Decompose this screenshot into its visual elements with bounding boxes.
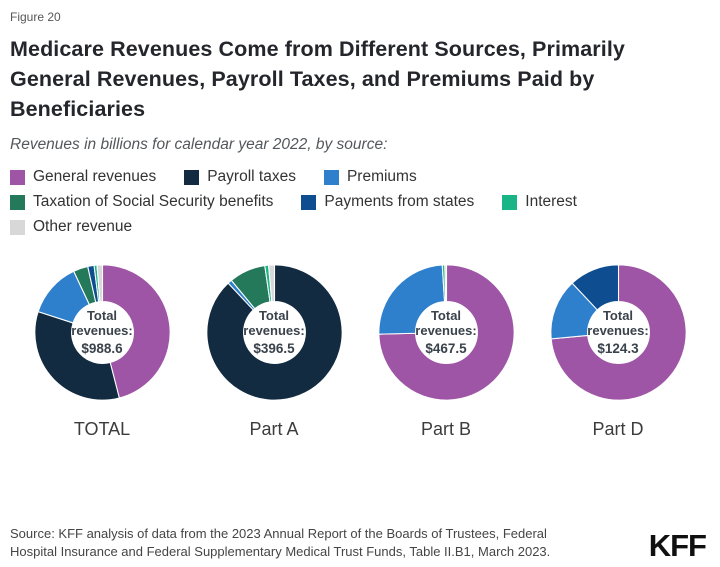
donut-label-part-d: Part D — [592, 419, 644, 440]
source-line: Source: KFF analysis of data from the 20… — [10, 526, 547, 542]
legend-label: Premiums — [346, 168, 417, 186]
donut-segment — [95, 264, 103, 303]
donut-svg-part-d — [549, 264, 687, 401]
legend-item-payments-from-states: Payments from states — [301, 193, 474, 211]
legend-swatch-general-revenues-icon — [10, 169, 25, 185]
legend-label: General revenues — [33, 168, 157, 186]
legend-swatch-interest-icon — [502, 194, 518, 210]
donut-segment — [101, 264, 171, 399]
donut-chart-part-a: Total revenues: $396.5 — [202, 260, 347, 405]
figure-page: Figure 20 Medicare Revenues Come from Di… — [10, 10, 708, 440]
legend-label: Payments from states — [324, 193, 475, 211]
legend-label: Payroll taxes — [207, 168, 296, 186]
legend-swatch-other-revenue-icon — [10, 219, 25, 235]
donut-segment — [550, 264, 687, 401]
donut-block-part-d: Total revenues: $124.3 Part D — [542, 260, 694, 440]
donut-svg-part-b — [377, 264, 515, 401]
donut-chart-total: Total revenues: $988.6 — [30, 260, 175, 405]
donut-segment — [33, 311, 120, 401]
donut-label-total: TOTAL — [73, 419, 131, 440]
legend-item-payroll-taxes: Payroll taxes — [184, 168, 296, 186]
donut-block-part-b: Total revenues: $467.5 Part B — [370, 260, 522, 440]
source-line: Hospital Insurance and Federal Supplemen… — [10, 544, 551, 560]
donut-block-total: Total revenues: $988.6 TOTAL — [26, 260, 178, 440]
chart-subtitle: Revenues in billions for calendar year 2… — [10, 136, 388, 154]
donut-label-part-b: Part B — [420, 419, 472, 440]
donut-svg-total — [33, 264, 171, 401]
legend-label: Interest — [525, 193, 577, 211]
donut-segment — [267, 264, 275, 303]
donut-chart-part-b: Total revenues: $467.5 — [374, 260, 519, 405]
legend-item-general-revenues: General revenues — [10, 168, 156, 186]
donut-segment — [205, 264, 343, 401]
kff-logo: KFF — [648, 528, 707, 563]
legend-swatch-premiums-icon — [323, 169, 339, 185]
legend-label: Other revenue — [33, 218, 133, 236]
donut-chart-part-d: Total revenues: $124.3 — [546, 260, 691, 405]
legend-item-premiums: Premiums — [323, 168, 417, 186]
donut-segment — [377, 264, 445, 336]
source-note: Source: KFF analysis of data from the 20… — [10, 525, 550, 561]
donut-label-part-a: Part A — [249, 419, 299, 440]
chart-title: Medicare Revenues Come from Different So… — [10, 37, 625, 122]
footer: Source: KFF analysis of data from the 20… — [0, 525, 720, 561]
donut-svg-part-a — [205, 264, 343, 401]
legend-item-other-revenue: Other revenue — [10, 218, 132, 236]
donut-block-part-a: Total revenues: $396.5 Part A — [198, 260, 350, 440]
donut-segment — [377, 264, 515, 401]
legend-swatch-payments-from-states-icon — [301, 194, 317, 210]
figure-number: Figure 20 — [10, 10, 61, 24]
legend-swatch-payroll-taxes-icon — [184, 169, 200, 185]
donut-segment — [443, 264, 447, 303]
donut-charts-row: Total revenues: $988.6 TOTAL Total reven… — [10, 256, 708, 440]
legend-item-taxation-ss-benefits: Taxation of Social Security benefits — [10, 193, 273, 211]
legend-item-interest: Interest — [502, 193, 577, 211]
legend: General revenues Payroll taxes Premiums … — [10, 168, 670, 236]
legend-swatch-taxation-ss-benefits-icon — [10, 194, 25, 210]
donut-segment — [571, 264, 619, 311]
legend-label: Taxation of Social Security benefits — [33, 193, 274, 211]
